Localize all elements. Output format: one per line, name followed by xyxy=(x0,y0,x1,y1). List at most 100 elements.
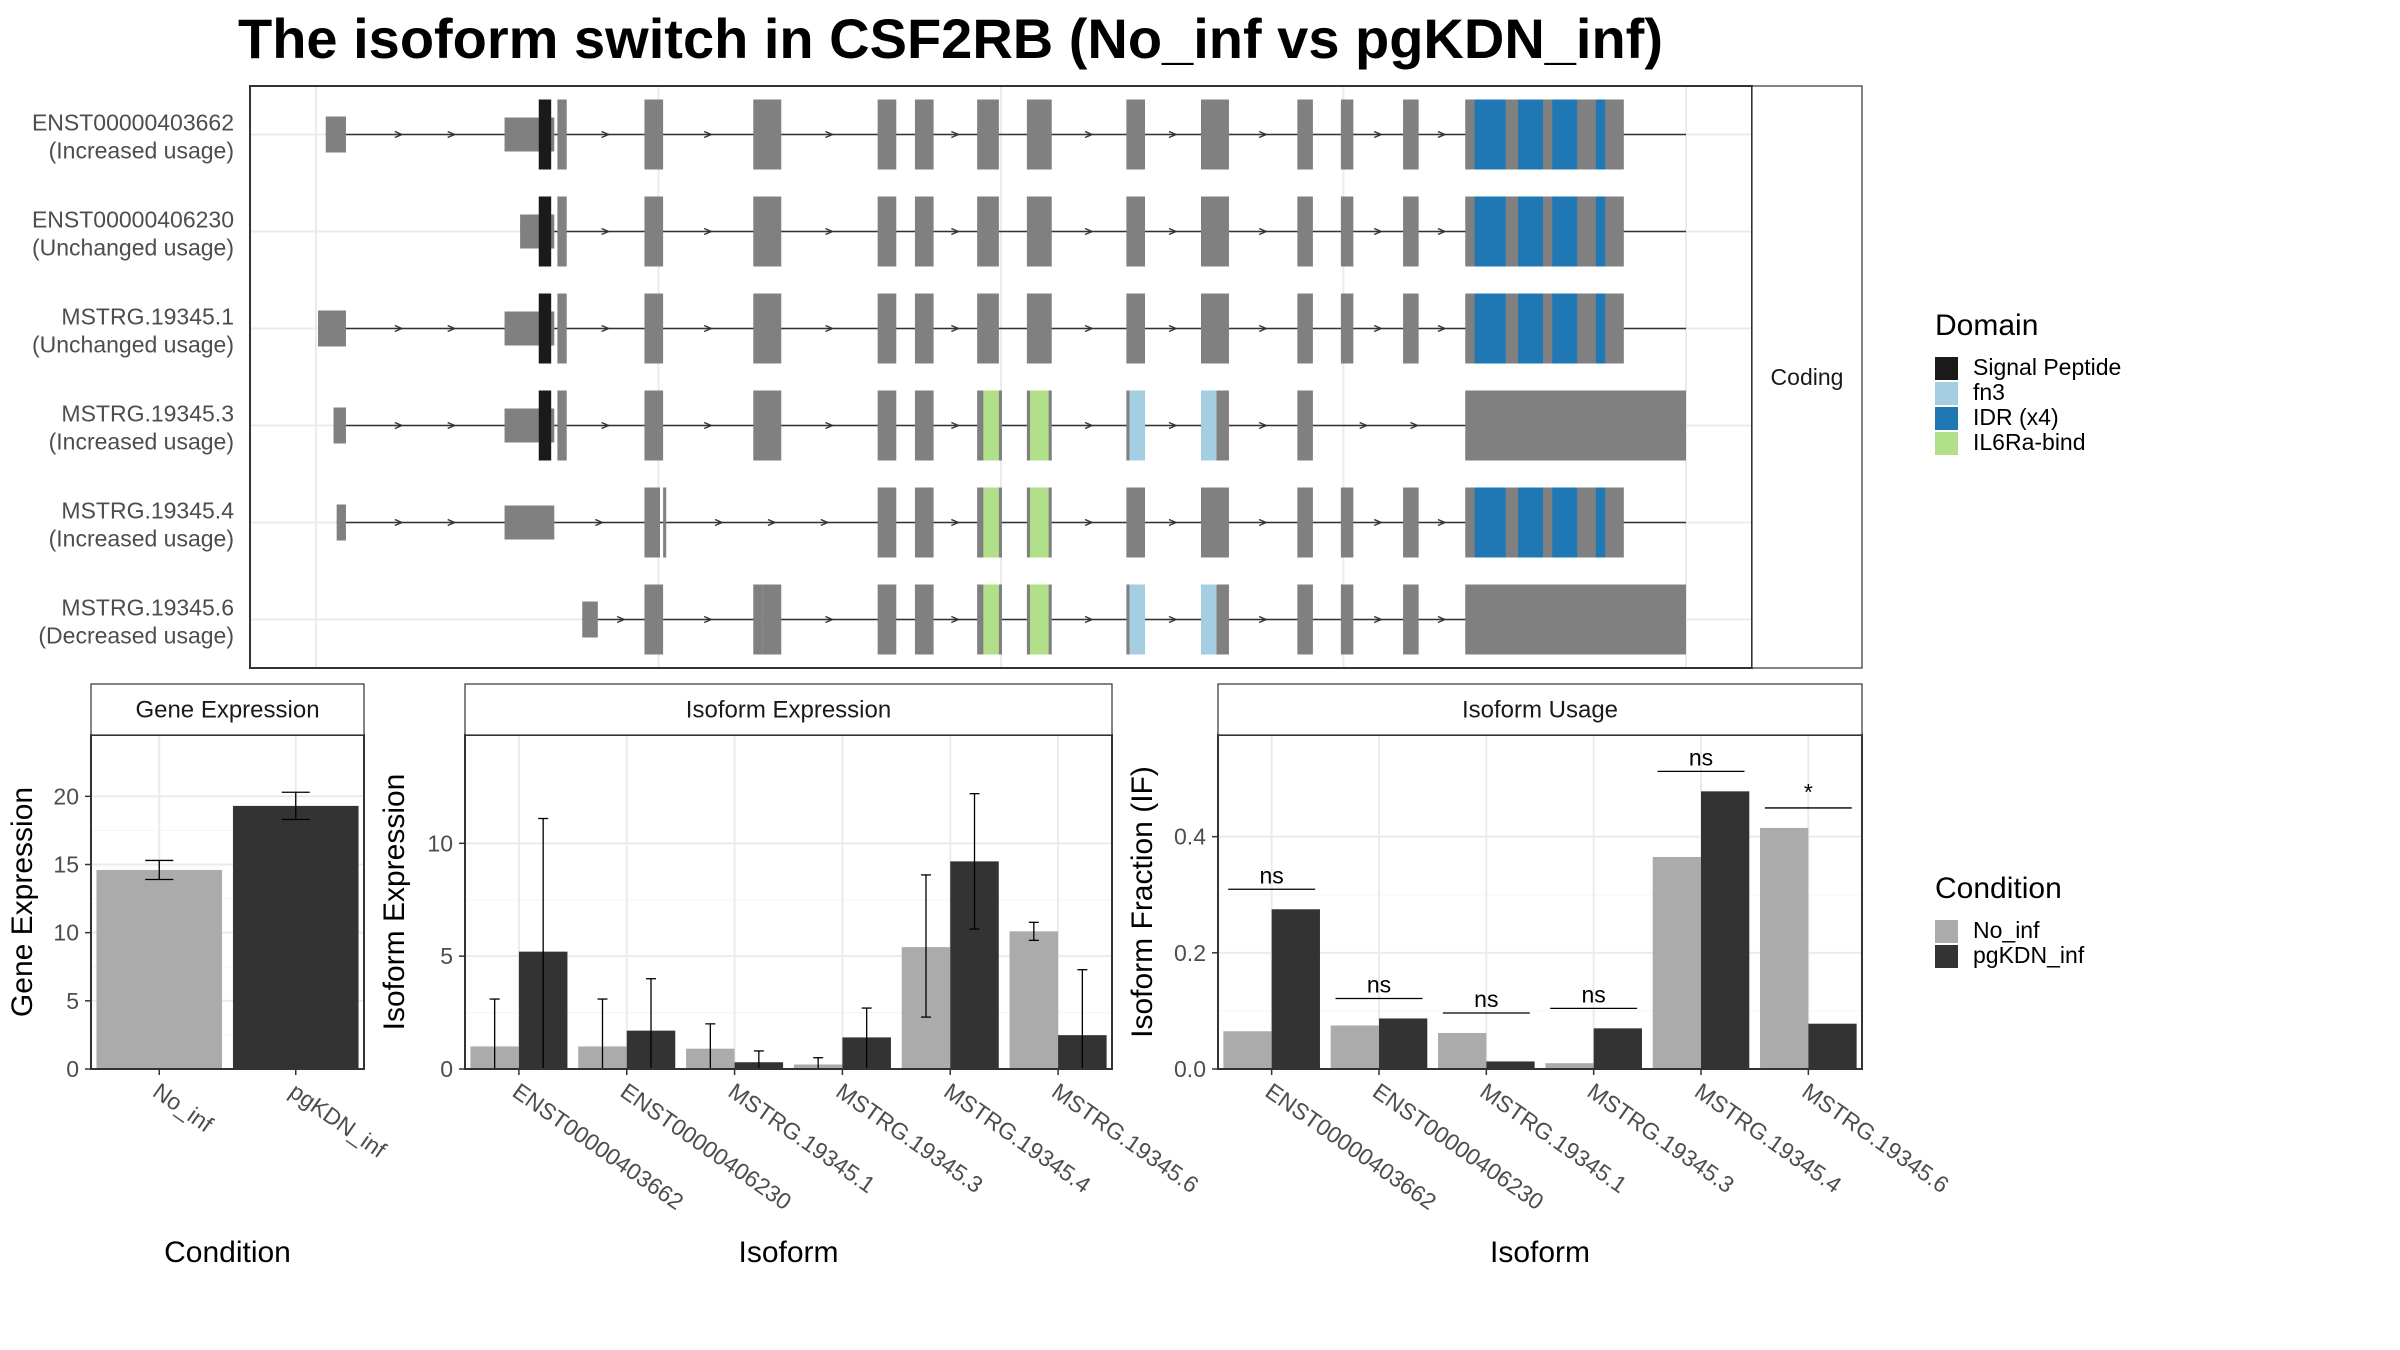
bar-pgkdn-inf xyxy=(1593,1028,1642,1069)
exon xyxy=(914,584,934,655)
x-axis-title: Condition xyxy=(164,1236,291,1269)
exon xyxy=(914,196,934,267)
intron-arrow xyxy=(1437,324,1447,333)
intron-arrow xyxy=(601,130,611,139)
exon xyxy=(1465,390,1686,461)
main-title: The isoform switch in CSF2RB (No_inf vs … xyxy=(238,7,1663,70)
exon xyxy=(557,390,567,461)
intron-arrow xyxy=(447,421,457,430)
domain-idr xyxy=(1474,99,1506,170)
exon xyxy=(1297,99,1313,170)
bar-pgkdn-inf xyxy=(1379,1018,1428,1069)
exon xyxy=(644,584,664,655)
bar-pgkdn-inf xyxy=(1486,1061,1535,1069)
facet-strip-coding xyxy=(1751,85,1863,669)
bar-pgkdn-inf xyxy=(1271,909,1320,1069)
exon xyxy=(1403,487,1419,558)
exon xyxy=(1403,293,1419,364)
exon xyxy=(336,504,346,541)
intron-arrow xyxy=(1410,421,1420,430)
bar-pgkdn-inf xyxy=(1701,791,1750,1069)
exon xyxy=(1297,390,1313,461)
domain-signal-peptide xyxy=(538,390,552,461)
significance-label: ns xyxy=(1367,971,1391,997)
exon xyxy=(977,196,999,267)
y-axis-title: Isoform Expression xyxy=(378,774,411,1031)
isoform-structure-panel: ENST00000403662(Increased usage)ENST0000… xyxy=(32,85,1863,669)
intron-arrow xyxy=(447,518,457,527)
domain-signal-peptide xyxy=(538,99,552,170)
intron-arrow xyxy=(1373,324,1383,333)
domain-signal-peptide xyxy=(538,293,552,364)
plot-panel-bg xyxy=(465,735,1112,1069)
intron-arrow xyxy=(447,324,457,333)
y-tick-label: 5 xyxy=(66,988,79,1014)
y-tick-label: 0.0 xyxy=(1174,1056,1206,1082)
y-tick-label: 10 xyxy=(427,830,453,856)
domain-idr xyxy=(1595,196,1606,267)
isoform-usage-label: (Decreased usage) xyxy=(38,623,234,649)
isoform-usage-label: (Increased usage) xyxy=(49,429,234,455)
intron-arrow xyxy=(1168,130,1178,139)
legend-item-label: pgKDN_inf xyxy=(1973,942,2085,968)
intron-arrow xyxy=(1258,324,1268,333)
domain-idr xyxy=(1474,196,1506,267)
facet-strip xyxy=(90,683,365,736)
exon xyxy=(557,99,567,170)
exon xyxy=(753,293,782,364)
intron-arrow xyxy=(825,615,835,624)
x-axis-title: Isoform xyxy=(1490,1236,1590,1269)
exon xyxy=(644,487,660,558)
domain-il6ra-bind xyxy=(983,487,999,558)
exon xyxy=(1403,584,1419,655)
intron-arrow xyxy=(1258,421,1268,430)
domain-fn3 xyxy=(1200,390,1217,461)
exon xyxy=(1026,99,1052,170)
intron-arrow xyxy=(703,615,713,624)
y-tick-label: 10 xyxy=(53,920,79,946)
intron-arrow xyxy=(1168,615,1178,624)
exon xyxy=(504,505,555,540)
intron-arrow xyxy=(1258,615,1268,624)
facet-strip-label: Isoform Usage xyxy=(1462,697,1618,724)
y-axis-title: Gene Expression xyxy=(6,787,39,1017)
exon xyxy=(1297,487,1313,558)
bar-pgkdn-inf xyxy=(232,805,359,1069)
facet-strip xyxy=(464,683,1113,736)
domain-idr xyxy=(1518,293,1543,364)
domain-idr xyxy=(1595,293,1606,364)
exon xyxy=(1340,584,1354,655)
exon xyxy=(1200,196,1229,267)
intron-arrow xyxy=(1437,518,1447,527)
exon xyxy=(663,487,667,558)
intron-arrow xyxy=(703,421,713,430)
intron-arrow xyxy=(951,130,961,139)
exon xyxy=(644,390,664,461)
domain-il6ra-bind xyxy=(983,584,999,655)
domain-il6ra-bind xyxy=(983,390,999,461)
exon xyxy=(1403,196,1419,267)
domain-idr xyxy=(1518,487,1543,558)
exon xyxy=(325,116,346,153)
gene-expression-chart: 0 5 10 15 20 No_inf pgKDN_inf Gene Expression Co… xyxy=(6,683,391,1269)
exon xyxy=(753,584,763,655)
exon xyxy=(753,390,782,461)
isoform-id-label: MSTRG.19345.1 xyxy=(61,304,234,330)
intron-arrow xyxy=(601,227,611,236)
bar-no-inf xyxy=(1760,827,1809,1069)
domain-idr xyxy=(1552,293,1578,364)
intron-arrow xyxy=(825,324,835,333)
legend-item-label: Signal Peptide xyxy=(1973,354,2121,380)
exon xyxy=(753,99,782,170)
exon xyxy=(557,196,567,267)
exon xyxy=(1026,196,1052,267)
exon xyxy=(582,601,598,638)
exon xyxy=(557,293,567,364)
facet-strip-label: Coding xyxy=(1771,364,1844,390)
intron-arrow xyxy=(1084,615,1094,624)
domain-il6ra-bind xyxy=(1029,584,1049,655)
intron-arrow xyxy=(394,324,404,333)
intron-arrow xyxy=(703,130,713,139)
intron-arrow xyxy=(601,421,611,430)
legend-swatch xyxy=(1935,945,1958,968)
